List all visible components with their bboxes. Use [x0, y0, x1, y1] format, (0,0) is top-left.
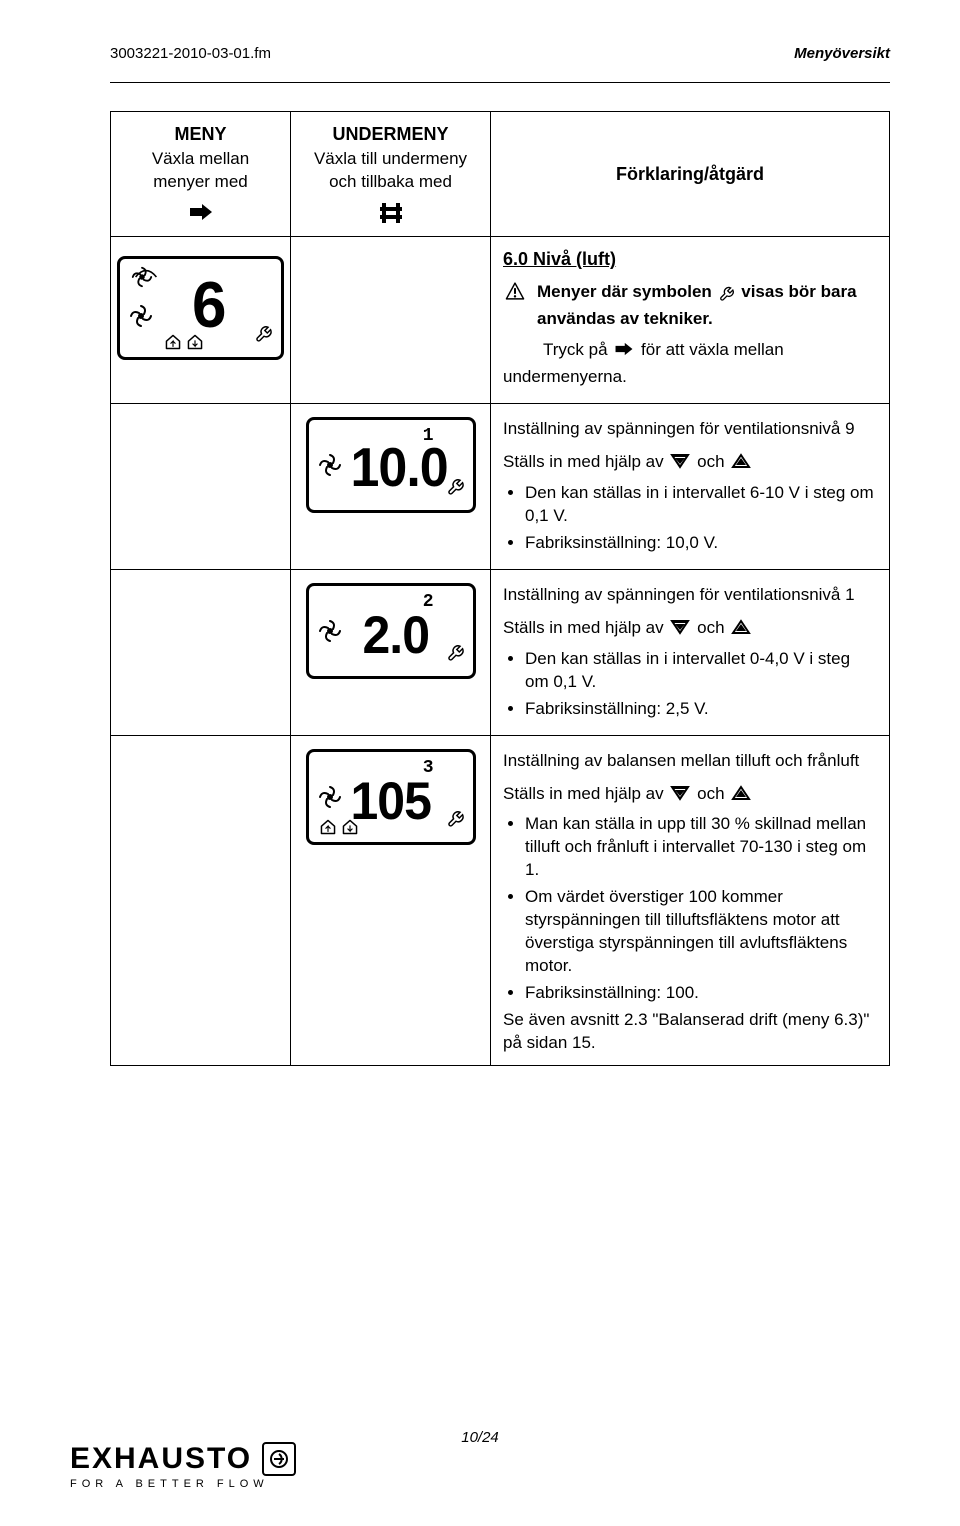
page-header: 3003221-2010-03-01.fm Menyöversikt [110, 45, 890, 62]
explanation-cell: 6.0 Nivå (luft) Menyer där symbolen visa… [491, 237, 890, 404]
header-left: 3003221-2010-03-01.fm [110, 45, 271, 62]
set-with-row: Ställs in med hjälp av och [503, 617, 877, 644]
wrench-icon [255, 324, 273, 349]
table-row: 6 6.0 Nivå (luft) Menyer där sym [111, 237, 890, 404]
col1-title: MENY [174, 124, 226, 144]
col2-subtitle: Växla till undermeny och tillbaka med [303, 148, 478, 194]
brand-tagline: FOR A BETTER FLOW [70, 1478, 296, 1490]
col3-header: Förklaring/åtgärd [491, 112, 890, 237]
page: 3003221-2010-03-01.fm Menyöversikt MENY … [0, 0, 960, 1526]
menu-display-cell [111, 735, 291, 1065]
setting-title: Inställning av spänningen för ventilatio… [503, 584, 877, 607]
set-with-row: Ställs in med hjälp av och [503, 451, 877, 478]
section-title: 6.0 Nivå (luft) [503, 247, 877, 271]
menu-display-cell [111, 569, 291, 735]
wrench-icon [447, 477, 465, 502]
table-row: 3 105 Inställning av balansen mellan til… [111, 735, 890, 1065]
wrench-icon [719, 285, 735, 308]
col2-title: UNDERMENY [332, 124, 448, 144]
fan-icon [317, 784, 343, 817]
menu-table: MENY Växla mellan menyer med UNDERMENY V… [110, 111, 890, 1066]
hash-icon [303, 200, 478, 226]
set-with-row: Ställs in med hjälp av och [503, 783, 877, 810]
page-number: 10/24 [461, 1429, 499, 1446]
table-row: 2 2.0 Inställning av spänningen för vent… [111, 569, 890, 735]
explanation-cell: Inställning av spänningen för ventilatio… [491, 404, 890, 570]
lcd-display: 6 [117, 256, 284, 360]
bullet-list: Den kan ställas in i intervallet 6-10 V … [503, 482, 877, 555]
fan-icon [130, 265, 154, 296]
brand-name: EXHAUSTO [70, 1442, 252, 1476]
triangle-up-icon [731, 451, 751, 478]
menu-display-cell [111, 404, 291, 570]
menu-display-cell: 6 [111, 237, 291, 404]
house-icons [164, 333, 204, 351]
wrench-icon [447, 809, 465, 834]
list-item: Fabriksinställning: 2,5 V. [525, 698, 877, 721]
house-icons [319, 818, 359, 836]
submenu-display-cell: 3 105 [291, 735, 491, 1065]
lcd-display: 2 2.0 [306, 583, 476, 679]
submenu-cell [291, 237, 491, 404]
submenu-display-cell: 1 10.0 [291, 404, 491, 570]
lcd-digits: 6 [192, 274, 224, 339]
list-item: Den kan ställas in i intervallet 0-4,0 V… [525, 648, 877, 694]
fan-icon [317, 618, 343, 651]
setting-title: Inställning av balansen mellan tilluft o… [503, 750, 877, 773]
arrow-right-icon [614, 339, 634, 366]
explanation-cell: Inställning av balansen mellan tilluft o… [491, 735, 890, 1065]
triangle-up-icon [731, 617, 751, 644]
setting-title: Inställning av spänningen för ventilatio… [503, 418, 877, 441]
list-item: Den kan ställas in i intervallet 6-10 V … [525, 482, 877, 528]
table-header-row: MENY Växla mellan menyer med UNDERMENY V… [111, 112, 890, 237]
warning-text: Menyer där symbolen visas bör bara använ… [537, 281, 877, 331]
triangle-down-icon [670, 617, 690, 644]
page-footer: EXHAUSTO FOR A BETTER FLOW 10/24 [70, 1442, 890, 1490]
list-item: Om värdet överstiger 100 kommer styrspän… [525, 886, 877, 978]
bullet-list: Man kan ställa in upp till 30 % skillnad… [503, 813, 877, 1005]
explanation-cell: Inställning av spänningen för ventilatio… [491, 569, 890, 735]
triangle-down-icon [670, 451, 690, 478]
col1-subtitle: Växla mellan menyer med [123, 148, 278, 194]
fan-icon [317, 452, 343, 485]
lcd-digits: 10.0 [351, 441, 448, 496]
list-item: Fabriksinställning: 10,0 V. [525, 532, 877, 555]
col1-header: MENY Växla mellan menyer med [111, 112, 291, 237]
wrench-icon [447, 643, 465, 668]
press-instruction: Tryck på för att växla mellan undermenye… [503, 339, 877, 389]
see-also: Se även avsnitt 2.3 "Balanserad drift (m… [503, 1009, 877, 1055]
submenu-display-cell: 2 2.0 [291, 569, 491, 735]
lcd-display: 3 105 [306, 749, 476, 845]
list-item: Fabriksinställning: 100. [525, 982, 877, 1005]
arrow-right-icon [123, 200, 278, 224]
brand-logo: EXHAUSTO FOR A BETTER FLOW [70, 1442, 296, 1490]
table-row: 1 10.0 Inställning av spänningen för ven… [111, 404, 890, 570]
brand-badge-icon [262, 1442, 296, 1476]
lcd-digits: 105 [351, 774, 431, 827]
lcd-display: 1 10.0 [306, 417, 476, 513]
fan-icon [128, 303, 154, 336]
triangle-down-icon [670, 783, 690, 810]
header-right: Menyöversikt [794, 45, 890, 62]
lcd-digits: 2.0 [363, 609, 430, 662]
bullet-list: Den kan ställas in i intervallet 0-4,0 V… [503, 648, 877, 721]
header-rule [110, 82, 890, 83]
list-item: Man kan ställa in upp till 30 % skillnad… [525, 813, 877, 882]
col2-header: UNDERMENY Växla till undermeny och tillb… [291, 112, 491, 237]
warning-triangle-icon [505, 281, 525, 308]
triangle-up-icon [731, 783, 751, 810]
col3-title: Förklaring/åtgärd [616, 164, 764, 184]
